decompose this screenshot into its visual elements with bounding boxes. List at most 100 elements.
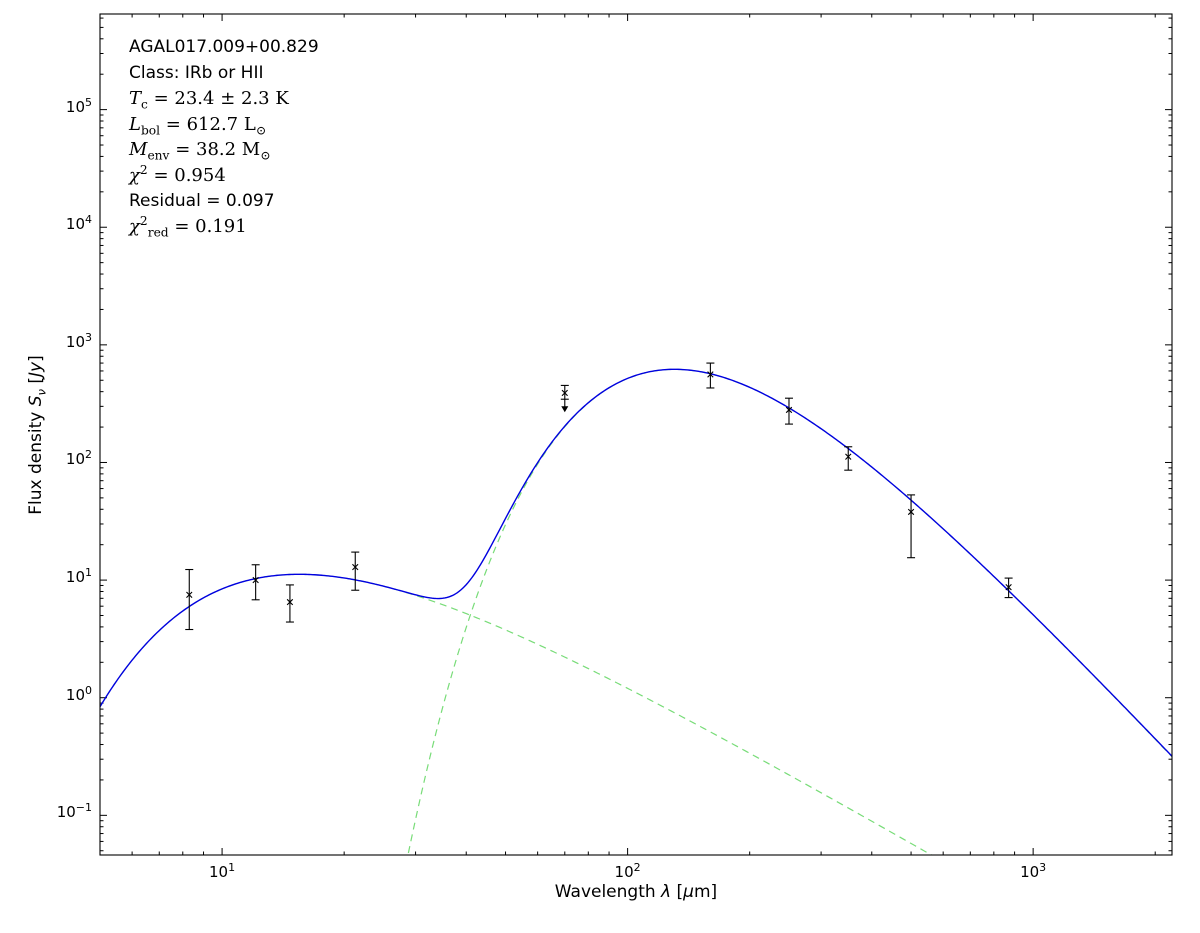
annotation-line: Lbol = 612.7 L⊙ xyxy=(129,114,319,140)
data-point xyxy=(706,362,715,389)
text-segment: = 0.191 xyxy=(168,216,247,238)
y-axis-label: Flux density Sν [Jy] xyxy=(26,354,49,515)
text-segment: 1 xyxy=(85,566,92,580)
annotation-line: χ2 = 0.954 xyxy=(129,162,319,191)
marker-x-icon xyxy=(186,591,193,598)
text-segment: 1 xyxy=(228,861,236,874)
text-segment: 10 xyxy=(65,685,85,704)
x-tick-label: 101 xyxy=(209,862,235,882)
text-segment: ⊙ xyxy=(255,123,267,138)
text-segment: = 38.2 M xyxy=(169,139,261,161)
text-segment: 0 xyxy=(85,683,92,697)
data-point xyxy=(1004,577,1013,599)
text-segment: Jy xyxy=(26,361,46,377)
text-segment: μ xyxy=(683,882,694,902)
y-tick-label: 103 xyxy=(0,332,92,352)
data-point xyxy=(907,494,916,559)
x-axis-label: Wavelength λ [μm] xyxy=(555,882,717,902)
x-tick-label: 103 xyxy=(1020,862,1046,882)
text-segment: 10 xyxy=(65,450,85,469)
annotation-line: Menv = 38.2 M⊙ xyxy=(129,139,319,165)
x-tick-label: 102 xyxy=(615,862,641,882)
marker-x-icon xyxy=(352,563,359,571)
text-segment: m] xyxy=(693,882,718,902)
marker-x-icon xyxy=(286,598,294,606)
data-point xyxy=(185,568,194,631)
text-segment: −1 xyxy=(75,801,92,815)
text-segment: 2 xyxy=(139,162,148,177)
marker-x-icon xyxy=(845,453,852,460)
text-segment: χ xyxy=(129,164,140,186)
text-segment: 10 xyxy=(65,97,85,116)
text-segment: ⊙ xyxy=(260,148,271,163)
text-segment: 10 xyxy=(56,803,76,822)
text-segment: T xyxy=(129,88,142,110)
text-segment: χ xyxy=(129,216,140,238)
annotation-line: AGAL017.009+00.829 xyxy=(129,37,319,63)
y-tick-label: 100 xyxy=(0,685,92,705)
text-segment: 10 xyxy=(65,332,85,351)
marker-x-icon xyxy=(1005,584,1012,591)
y-tick-label: 101 xyxy=(0,567,92,587)
text-segment: Class: IRb or HII xyxy=(129,62,264,83)
text-segment: 10 xyxy=(1020,863,1040,881)
text-segment: ν xyxy=(34,388,49,395)
data-points xyxy=(185,362,1013,631)
text-segment: AGAL017.009+00.829 xyxy=(129,37,319,57)
marker-x-icon xyxy=(785,406,793,414)
text-segment: ] xyxy=(26,354,46,362)
text-segment: [ xyxy=(26,376,46,389)
cold-component-curve xyxy=(407,368,1172,855)
data-point xyxy=(844,446,853,471)
text-segment: 10 xyxy=(209,863,229,881)
text-segment: 10 xyxy=(614,863,634,881)
marker-x-icon xyxy=(561,389,568,397)
text-segment: = 0.954 xyxy=(147,164,226,186)
data-point xyxy=(251,564,260,601)
data-point xyxy=(351,551,360,591)
text-segment: bol xyxy=(140,123,161,138)
text-segment: λ xyxy=(661,882,672,902)
data-point xyxy=(784,397,793,425)
plot-frame xyxy=(99,13,1173,856)
marker-x-icon xyxy=(252,576,259,584)
text-segment: S xyxy=(26,394,46,406)
y-tick-label: 102 xyxy=(0,449,92,469)
text-segment: 2 xyxy=(139,214,148,229)
y-tick-label: 105 xyxy=(0,97,92,117)
limit-arrow-down-icon xyxy=(561,406,569,413)
annotation-line: Tc = 23.4 ± 2.3 K xyxy=(129,88,319,114)
text-segment: 3 xyxy=(1039,861,1047,874)
marker-x-icon xyxy=(907,508,915,516)
y-tick-label: 104 xyxy=(0,214,92,234)
text-segment: M xyxy=(129,139,148,161)
text-segment: 3 xyxy=(85,330,92,344)
text-segment: 10 xyxy=(65,568,85,587)
text-segment: red xyxy=(147,225,169,240)
annotation-line: χ2red = 0.191 xyxy=(129,214,319,242)
y-tick-label: 10−1 xyxy=(0,802,92,822)
marker-x-icon xyxy=(707,371,714,378)
text-segment: c xyxy=(141,97,148,112)
text-segment: = 23.4 ± 2.3 K xyxy=(147,88,289,110)
text-segment: env xyxy=(147,148,170,163)
text-segment: Flux density xyxy=(26,405,46,515)
text-segment: = 612.7 L xyxy=(160,113,256,135)
annotation-line: Class: IRb or HII xyxy=(129,63,319,89)
text-segment: Residual = 0.097 xyxy=(129,190,275,211)
text-segment: 2 xyxy=(633,861,641,874)
annotation-line: Residual = 0.097 xyxy=(129,191,319,217)
model-curves xyxy=(100,368,1172,855)
annotation-block: AGAL017.009+00.829 Class: IRb or HII Tc = … xyxy=(129,37,319,242)
text-segment: L xyxy=(129,113,141,135)
data-point xyxy=(285,584,294,623)
data-point xyxy=(560,384,569,413)
text-segment: 4 xyxy=(85,213,92,227)
total-model-curve xyxy=(100,368,1172,757)
text-segment: [ xyxy=(671,882,684,902)
text-segment: Wavelength xyxy=(554,882,662,902)
text-segment: 5 xyxy=(85,95,92,109)
text-segment: 10 xyxy=(65,215,85,234)
